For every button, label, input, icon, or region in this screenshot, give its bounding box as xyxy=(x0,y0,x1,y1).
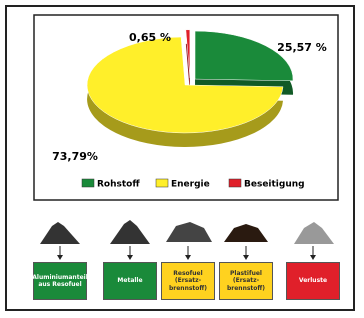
legend-label: Rohstoff xyxy=(97,180,140,190)
legend-label: Beseitigung xyxy=(244,180,305,190)
flow-box: Resofuel (Ersatz-brennstoff) xyxy=(161,262,215,300)
arrow-head xyxy=(310,255,316,260)
pile-icon xyxy=(166,222,212,242)
arrow-head xyxy=(127,255,133,260)
pile-icon xyxy=(110,220,150,244)
legend-swatch xyxy=(82,179,94,187)
slice xyxy=(195,31,293,81)
arrow-head xyxy=(185,255,191,260)
arrow-head xyxy=(243,255,249,260)
arrow-head xyxy=(57,255,63,260)
legend-swatch xyxy=(229,179,241,187)
pile-icon xyxy=(40,222,80,244)
legend-label: Energie xyxy=(171,180,210,190)
value-label: 73,79% xyxy=(52,150,98,163)
page: {"chart_data": {"type": "pie", "categori… xyxy=(0,0,364,318)
pile-icon xyxy=(224,224,268,242)
legend-swatch xyxy=(156,179,168,187)
pile-icon xyxy=(294,222,334,244)
flow-box: Metalle xyxy=(103,262,157,300)
slice xyxy=(186,30,190,78)
value-label: 25,57 % xyxy=(277,41,327,54)
flow-box: Aluminiumanteil aus Resofuel xyxy=(33,262,87,300)
flow-box: Plastifuel (Ersatz-brennstoff) xyxy=(219,262,273,300)
flow-box: Verluste xyxy=(286,262,340,300)
icons xyxy=(40,220,334,244)
value-label: 0,65 % xyxy=(129,31,171,44)
